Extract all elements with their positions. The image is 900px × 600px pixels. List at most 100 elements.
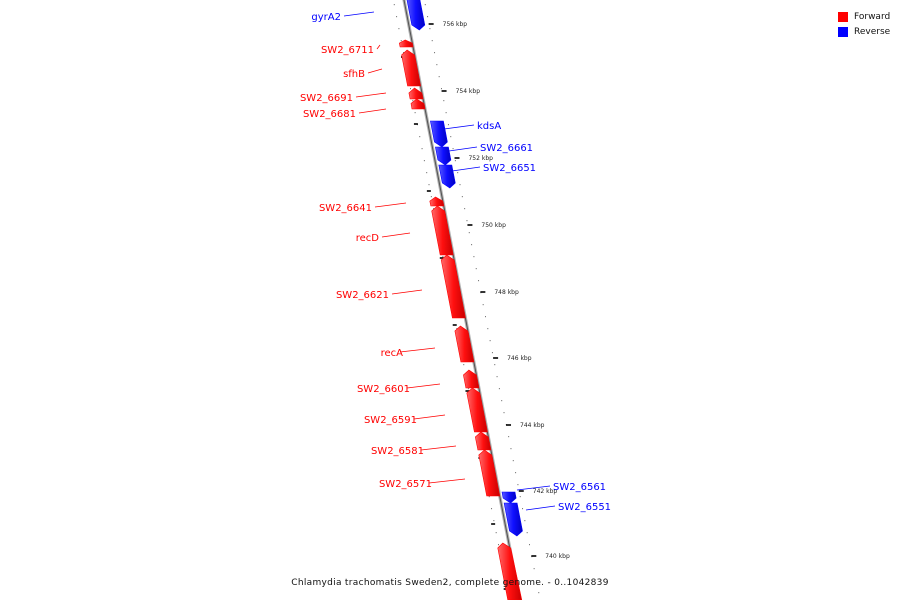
gene-features: [398, 0, 523, 600]
map-caption: Chlamydia trachomatis Sweden2, complete …: [291, 578, 609, 588]
ruler-dot: [442, 256, 444, 258]
gene-partial-bottom: [497, 542, 523, 600]
ruler-dot: [501, 400, 503, 402]
ruler-dot: [429, 28, 431, 30]
ruler-dot: [459, 184, 461, 186]
ruler-dot: [491, 508, 493, 510]
ruler-dot: [393, 4, 395, 6]
gene-label: SW2_6691: [300, 93, 353, 104]
tick-label: 756 kbp: [443, 21, 468, 28]
gene-label: SW2_6591: [364, 415, 417, 426]
ruler-dot: [512, 460, 514, 462]
gene-sw2-6571: [478, 449, 501, 497]
ruler-dot: [489, 340, 491, 342]
ruler-dot: [493, 520, 495, 522]
ruler-dot: [398, 28, 400, 30]
gene-label: SW2_6581: [371, 446, 424, 457]
gene-leader-line: [451, 166, 481, 172]
ruler-dot: [424, 4, 426, 6]
ruler-dot: [434, 52, 436, 54]
tick-label: 746 kbp: [507, 355, 532, 362]
ruler-dot: [510, 448, 512, 450]
gene-sw2-6651: [438, 164, 456, 189]
ruler-dot: [433, 208, 435, 210]
ruler-dot: [409, 88, 411, 90]
ruler-dot: [464, 208, 466, 210]
ruler-dot: [436, 64, 438, 66]
gene-label: sfhB: [343, 69, 365, 80]
gene-leader-line: [355, 92, 387, 98]
ruler-dot: [423, 160, 425, 162]
ruler-dot: [414, 112, 416, 114]
ruler-dot: [515, 472, 517, 474]
ruler-dot: [473, 256, 475, 258]
tick-label: 740 kbp: [545, 553, 570, 560]
ruler-dot: [438, 76, 440, 78]
gene-leader-line: [406, 383, 441, 389]
tick-label: 748 kbp: [494, 289, 519, 296]
gene-leader-line: [376, 44, 381, 50]
gene-leader-line: [516, 485, 551, 491]
tick-label: 742 kbp: [533, 488, 558, 495]
ruler-dot: [440, 88, 442, 90]
gene-sw2-6581: [474, 431, 492, 451]
gene-sw2-6641: [429, 196, 445, 207]
ruler-ticks: 756 kbp 754 kbp 752 kbp 750 kbp 748 kbp 746 k…: [401, 21, 570, 590]
tick-label: 744 kbp: [520, 422, 545, 429]
gene-leader-line: [391, 289, 423, 295]
gene-leader-line: [367, 68, 383, 74]
ruler-dot: [494, 364, 496, 366]
gene-sw2-6621: [440, 254, 466, 319]
ruler-dot: [452, 148, 454, 150]
forward-swatch: [838, 11, 848, 22]
legend: Forward Reverse: [838, 9, 890, 39]
ruler-dot: [419, 136, 421, 138]
gene-leader-line: [443, 124, 475, 130]
ruler-dot: [535, 580, 537, 582]
ruler-dot: [463, 364, 465, 366]
gene-label: gyrA2: [311, 12, 341, 23]
gene-leader-line: [420, 445, 457, 451]
ruler-dot: [484, 316, 486, 318]
ruler-dot: [447, 124, 449, 126]
gene-label: SW2_6561: [553, 482, 606, 493]
ruler-dot: [467, 388, 469, 390]
gene-gyra2: [406, 0, 426, 31]
ruler-dot: [403, 52, 405, 54]
ruler-dot: [445, 112, 447, 114]
ruler-dot: [488, 496, 490, 498]
ruler-dot: [478, 280, 480, 282]
gene-sw2-6681: [410, 98, 426, 110]
ruler-dot: [426, 172, 428, 174]
gene-label: SW2_6551: [558, 502, 611, 513]
gene-sw2-6601: [463, 369, 480, 389]
gene-sw2-6691: [408, 87, 424, 100]
ruler-dot: [524, 520, 526, 522]
ruler-dot: [421, 148, 423, 150]
gene-leader-line: [381, 232, 411, 238]
ruler-dot: [400, 40, 402, 42]
ruler-dot: [491, 352, 493, 354]
gene-sfhb: [401, 49, 421, 87]
reverse-swatch: [838, 26, 848, 37]
ruler-dot: [466, 220, 468, 222]
ruler-dot: [427, 16, 429, 18]
tick-label: 752 kbp: [468, 155, 493, 162]
ruler-dot: [412, 100, 414, 102]
legend-reverse-label: Reverse: [854, 26, 891, 37]
ruler-dot: [503, 412, 505, 414]
gene-label: recA: [381, 348, 404, 359]
ruler-dot: [468, 232, 470, 234]
ruler-dot: [517, 484, 519, 486]
tick-label: 750 kbp: [481, 222, 506, 229]
gene-sw2-6661: [435, 146, 452, 166]
ruler-dot: [471, 244, 473, 246]
ruler-dot: [430, 196, 432, 198]
ruler-dot: [431, 40, 433, 42]
ruler-dot: [475, 268, 477, 270]
ruler-dot: [528, 544, 530, 546]
gene-sw2-6561: [501, 491, 517, 504]
ruler-dot: [496, 376, 498, 378]
gene-label: SW2_6601: [357, 384, 410, 395]
